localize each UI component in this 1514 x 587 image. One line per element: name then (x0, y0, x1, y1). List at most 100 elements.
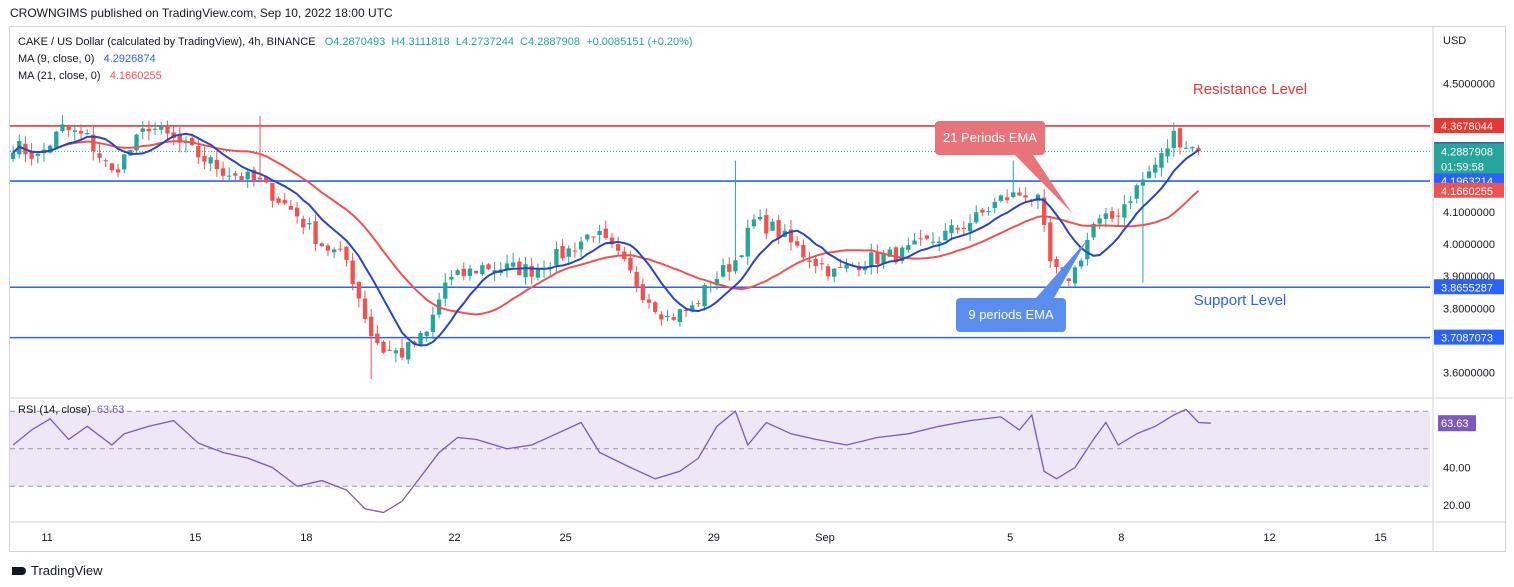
price-tick-label: 4.5000000 (1443, 79, 1495, 91)
legend-ma9-label: MA (9, close, 0) (18, 53, 95, 65)
candle-body (35, 153, 40, 156)
legend-ma9-row[interactable]: MA (9, close, 0) 4.2926874 (18, 53, 156, 65)
candle-body (1153, 164, 1158, 173)
candle-body (1165, 148, 1170, 157)
candle-body (159, 125, 164, 130)
candle-body (838, 266, 843, 268)
candle-body (751, 219, 757, 227)
candle-body (714, 279, 720, 286)
candle-body (344, 246, 349, 260)
candle-body (628, 257, 633, 271)
resistance-level-text: Resistance Level (1193, 81, 1307, 98)
candle-body (770, 221, 775, 231)
price-tick-label: 4.1000000 (1443, 207, 1495, 219)
candle-body (1196, 147, 1201, 152)
candle-body (1177, 128, 1183, 148)
candle-body (313, 221, 318, 245)
tradingview-footer[interactable]: TradingView (12, 563, 103, 578)
candle-body (418, 332, 423, 345)
candle-body (47, 145, 53, 153)
candle-body (115, 169, 121, 173)
candle-body (764, 214, 769, 234)
candle-body (66, 126, 71, 131)
time-tick-label: 12 (1263, 532, 1275, 544)
candle-body (757, 216, 763, 220)
candle-body (78, 130, 84, 134)
candle-body (288, 205, 294, 210)
candle-body (331, 249, 337, 253)
candle-body (918, 238, 923, 240)
candle-body (683, 310, 689, 312)
candle-body (307, 223, 312, 225)
candle-body (1085, 239, 1090, 260)
candle-body (690, 305, 695, 312)
candle-body (1116, 215, 1121, 217)
support-level-text: Support Level (1194, 292, 1287, 309)
legend-symbol-row: CAKE / US Dollar (calculated by TradingV… (18, 36, 693, 48)
candle-body (424, 331, 429, 336)
candle-body (813, 258, 818, 267)
candle-body (455, 270, 460, 275)
candle-body (671, 317, 676, 320)
candle-body (381, 341, 386, 353)
candle-body (54, 131, 59, 149)
footer-brand: TradingView (31, 563, 103, 578)
candle-body (825, 266, 831, 277)
candle-body (480, 265, 485, 275)
candle-body (529, 265, 534, 277)
candle-body (535, 268, 541, 278)
time-tick-label: Sep (815, 532, 835, 544)
legend-ma21-label: MA (21, close, 0) (18, 70, 101, 82)
candle-body (1004, 197, 1010, 201)
candle-body (85, 133, 90, 135)
ema21-callout-box (935, 121, 1045, 155)
candle-body (467, 268, 473, 276)
candle-body (1103, 213, 1109, 219)
candle-body (560, 245, 565, 259)
candle-body (1190, 147, 1195, 149)
legend-symbol[interactable]: CAKE / US Dollar (calculated by TradingV… (18, 36, 316, 48)
candle-body (362, 298, 368, 320)
candle-body (745, 227, 750, 257)
candle-body (585, 234, 590, 240)
price-tick-label: 3.6000000 (1443, 368, 1495, 380)
price-tick-label: 3.8000000 (1443, 303, 1495, 315)
candle-body (899, 247, 905, 262)
candle-body (146, 128, 152, 132)
candle-body (486, 264, 491, 270)
candle-body (109, 163, 115, 171)
legend-ma21-row[interactable]: MA (21, close, 0) 4.1660255 (18, 70, 162, 82)
candle-body (659, 314, 664, 320)
time-tick-label: 15 (1374, 532, 1386, 544)
legend-rsi-label: RSI (14, close) (18, 404, 91, 416)
legend-rsi-row[interactable]: RSI (14, close) 63.63 (18, 404, 124, 416)
candle-body (1159, 153, 1164, 168)
axis-price-label: 4.1660255 (1441, 186, 1493, 198)
candle-body (72, 130, 77, 132)
ema21-callout-pointer (1015, 155, 1072, 213)
candle-body (869, 252, 874, 266)
candle-body (924, 235, 929, 239)
candle-body (214, 159, 219, 170)
legend-close: C4.2887908 (520, 36, 581, 48)
candle-body (893, 247, 899, 263)
price-tick-label: 4.0000000 (1443, 239, 1495, 251)
candle-body (807, 260, 812, 263)
candle-body (430, 314, 436, 333)
candle-body (980, 209, 985, 213)
candle-body (350, 260, 355, 284)
candle-body (955, 227, 960, 230)
candle-body (609, 237, 615, 245)
candle-body (986, 211, 991, 213)
candle-body (597, 230, 602, 236)
candle-body (202, 155, 207, 162)
candle-body (449, 276, 454, 280)
time-tick-label: 18 (300, 532, 312, 544)
candle-body (1066, 278, 1071, 282)
level-price-label: 3.7087073 (1441, 333, 1493, 345)
candle-body (492, 270, 497, 273)
candle-body (29, 151, 34, 159)
candle-body (196, 145, 201, 158)
time-tick-label: 29 (708, 532, 720, 544)
